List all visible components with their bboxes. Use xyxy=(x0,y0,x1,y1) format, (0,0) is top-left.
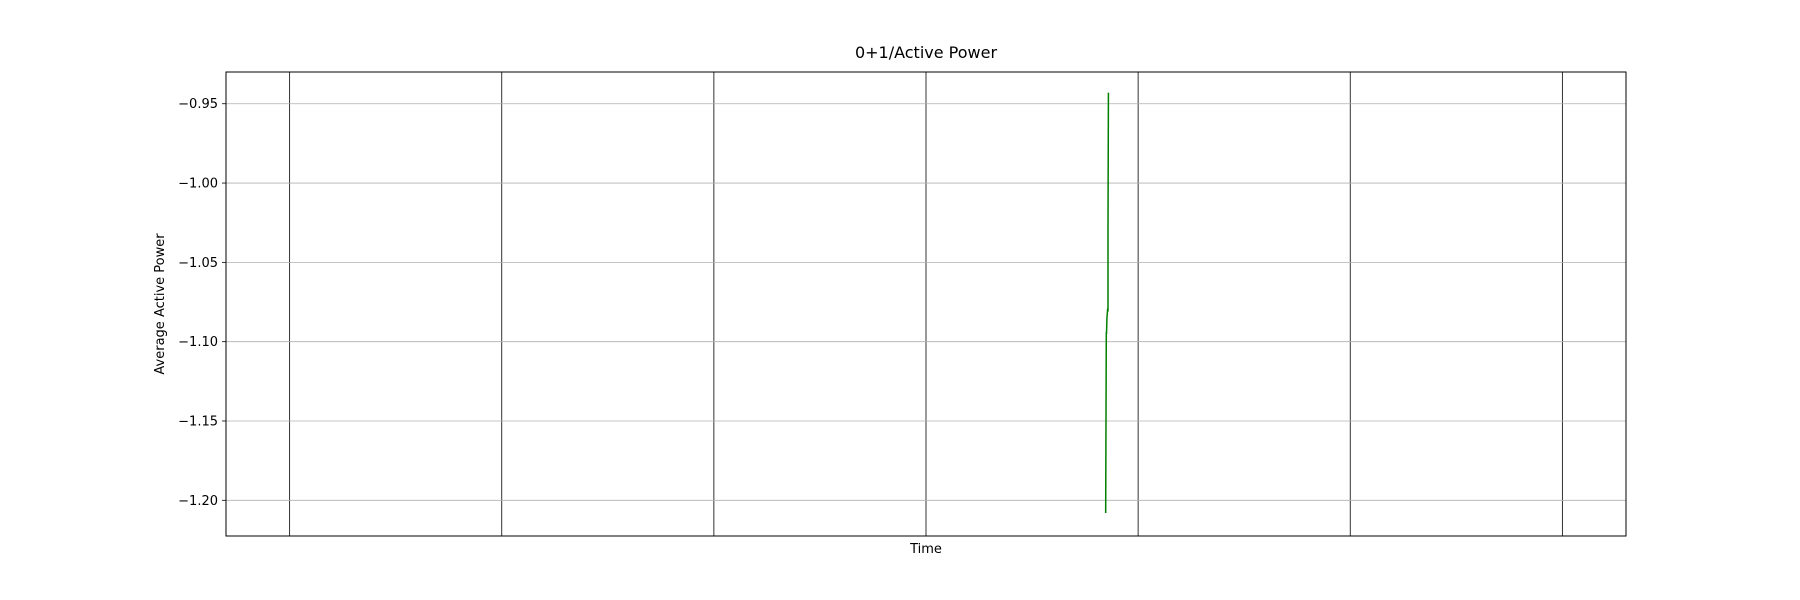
x-axis-label: Time xyxy=(909,542,942,557)
grid-lines xyxy=(226,72,1626,536)
y-tick-label: −1.05 xyxy=(178,256,218,271)
y-tick-label: −1.15 xyxy=(178,414,218,429)
y-tick-label: −0.95 xyxy=(178,97,218,112)
y-tick-label: −1.10 xyxy=(178,335,218,350)
series-lines xyxy=(1106,93,1109,513)
y-tick-label: −1.00 xyxy=(178,177,218,192)
y-axis-label: Average Active Power xyxy=(153,233,168,375)
series-line xyxy=(1106,93,1109,513)
y-axis-ticks: −0.95 −1.00 −1.05 −1.10 −1.15 −1.20 xyxy=(178,97,226,509)
y-tick-label: −1.20 xyxy=(178,494,218,509)
chart-title: 0+1/Active Power xyxy=(855,43,998,62)
